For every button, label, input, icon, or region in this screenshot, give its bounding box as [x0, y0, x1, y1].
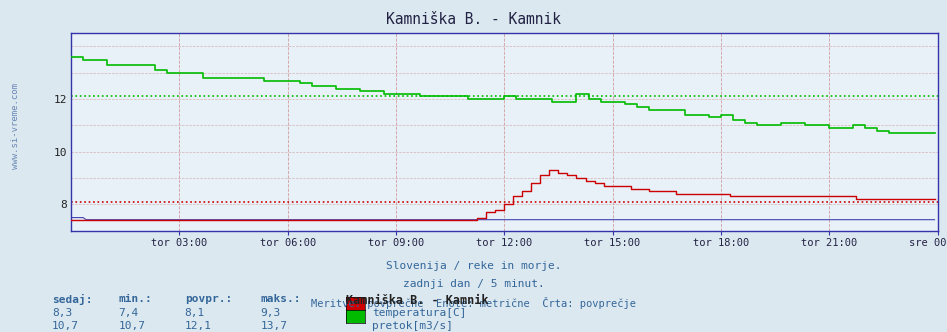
- Text: zadnji dan / 5 minut.: zadnji dan / 5 minut.: [402, 279, 545, 289]
- Text: min.:: min.:: [118, 294, 152, 304]
- Text: www.si-vreme.com: www.si-vreme.com: [11, 83, 21, 169]
- Text: maks.:: maks.:: [260, 294, 301, 304]
- Text: Meritve: povprečne  Enote: metrične  Črta: povprečje: Meritve: povprečne Enote: metrične Črta:…: [311, 297, 636, 309]
- Text: 9,3: 9,3: [260, 308, 280, 318]
- Text: 7,4: 7,4: [118, 308, 138, 318]
- Text: Kamniška B. - Kamnik: Kamniška B. - Kamnik: [386, 12, 561, 27]
- Text: Slovenija / reke in morje.: Slovenija / reke in morje.: [385, 261, 562, 271]
- Text: povpr.:: povpr.:: [185, 294, 232, 304]
- Text: 10,7: 10,7: [118, 321, 146, 331]
- Text: temperatura[C]: temperatura[C]: [372, 308, 467, 318]
- Text: 13,7: 13,7: [260, 321, 288, 331]
- Text: 10,7: 10,7: [52, 321, 80, 331]
- Text: 8,3: 8,3: [52, 308, 72, 318]
- Text: pretok[m3/s]: pretok[m3/s]: [372, 321, 454, 331]
- Text: 8,1: 8,1: [185, 308, 205, 318]
- Text: sedaj:: sedaj:: [52, 294, 93, 305]
- Text: 12,1: 12,1: [185, 321, 212, 331]
- Text: Kamniška B. - Kamnik: Kamniška B. - Kamnik: [346, 294, 488, 307]
